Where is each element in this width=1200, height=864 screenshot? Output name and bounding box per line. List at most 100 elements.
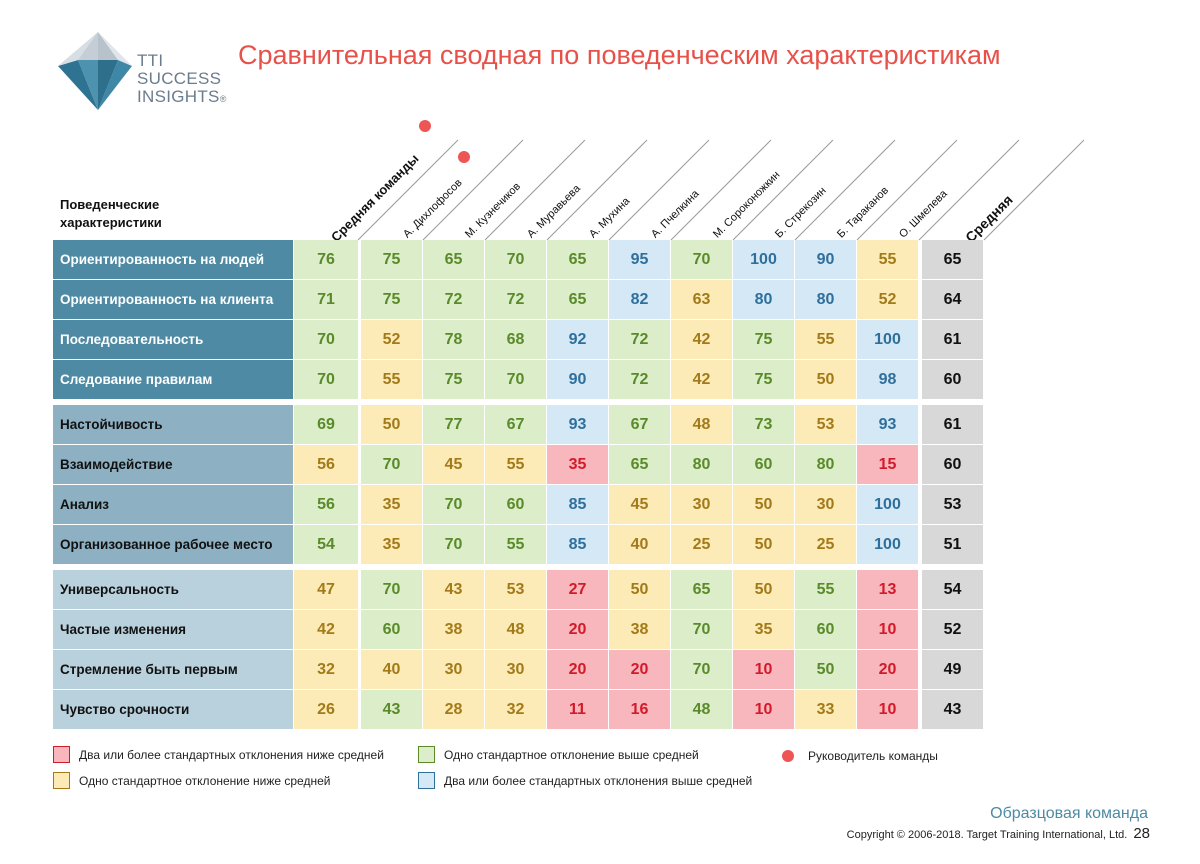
leader-dot-icon [419, 120, 431, 132]
table-cell: 100 [857, 320, 918, 359]
table-cell: 26 [294, 690, 358, 729]
table-cell: 47 [294, 570, 358, 609]
table-cell: 42 [671, 360, 732, 399]
table-cell: 76 [294, 240, 358, 279]
column-divider-line [983, 139, 1085, 241]
table-cell: 51 [922, 525, 983, 564]
table-cell: 100 [733, 240, 794, 279]
table-cell: 52 [857, 280, 918, 319]
table-cell: 38 [423, 610, 484, 649]
table-cell: 50 [733, 570, 794, 609]
row-label: Настойчивость [53, 405, 293, 444]
table-cell: 60 [485, 485, 546, 524]
table-cell: 54 [922, 570, 983, 609]
table-cell: 72 [609, 360, 670, 399]
table-cell: 50 [795, 650, 856, 689]
table-cell: 100 [857, 485, 918, 524]
column-divider-line [608, 139, 710, 241]
column-divider-line [484, 139, 586, 241]
table-cell: 50 [733, 525, 794, 564]
table-cell: 63 [671, 280, 732, 319]
table-cell: 100 [857, 525, 918, 564]
page-number: 28 [1133, 825, 1150, 842]
table-cell: 50 [733, 485, 794, 524]
table-cell: 50 [609, 570, 670, 609]
table-cell: 72 [485, 280, 546, 319]
table-cell: 52 [361, 320, 422, 359]
tti-logo [58, 32, 132, 110]
table-cell: 61 [922, 320, 983, 359]
table-cell: 70 [671, 610, 732, 649]
table-cell: 52 [922, 610, 983, 649]
row-header-label: Поведенческие характеристики [60, 197, 162, 230]
legend-blue: Два или более стандартных отклонения выш… [418, 772, 752, 789]
table-cell: 93 [857, 405, 918, 444]
table-cell: 35 [547, 445, 608, 484]
copyright: Copyright © 2006-2018. Target Training I… [846, 825, 1150, 842]
table-cell: 50 [795, 360, 856, 399]
table-cell: 70 [671, 650, 732, 689]
table-cell: 55 [857, 240, 918, 279]
table-cell: 80 [733, 280, 794, 319]
table-cell: 93 [547, 405, 608, 444]
table-cell: 75 [361, 240, 422, 279]
row-label: Анализ [53, 485, 293, 524]
table-cell: 67 [485, 405, 546, 444]
table-cell: 43 [423, 570, 484, 609]
legend-red-swatch [53, 746, 70, 763]
table-cell: 60 [922, 445, 983, 484]
leader-dot-icon [458, 151, 470, 163]
column-divider-line [670, 139, 772, 241]
table-cell: 70 [423, 485, 484, 524]
table-cell: 53 [922, 485, 983, 524]
table-cell: 40 [361, 650, 422, 689]
table-cell: 70 [361, 445, 422, 484]
table-cell: 28 [423, 690, 484, 729]
table-cell: 10 [857, 610, 918, 649]
row-label: Организованное рабочее место [53, 525, 293, 564]
column-divider-line [357, 139, 459, 241]
table-cell: 40 [609, 525, 670, 564]
table-cell: 69 [294, 405, 358, 444]
table-cell: 55 [795, 320, 856, 359]
table-cell: 45 [609, 485, 670, 524]
table-cell: 70 [485, 360, 546, 399]
legend-leader: Руководитель команды [782, 749, 938, 763]
row-label: Ориентированность на клиента [53, 280, 293, 319]
table-cell: 27 [547, 570, 608, 609]
table-cell: 55 [485, 525, 546, 564]
table-cell: 16 [609, 690, 670, 729]
row-label: Чувство срочности [53, 690, 293, 729]
row-label: Следование правилам [53, 360, 293, 399]
table-cell: 20 [609, 650, 670, 689]
table-cell: 32 [485, 690, 546, 729]
table-cell: 20 [547, 650, 608, 689]
table-cell: 13 [857, 570, 918, 609]
table-cell: 55 [361, 360, 422, 399]
table-cell: 15 [857, 445, 918, 484]
table-cell: 45 [423, 445, 484, 484]
table-cell: 10 [733, 690, 794, 729]
table-cell: 70 [294, 320, 358, 359]
legend-green: Одно стандартное отклонение выше средней [418, 746, 699, 763]
table-cell: 25 [795, 525, 856, 564]
table-cell: 70 [671, 240, 732, 279]
table-cell: 70 [423, 525, 484, 564]
table-cell: 80 [795, 280, 856, 319]
table-cell: 30 [423, 650, 484, 689]
table-cell: 25 [671, 525, 732, 564]
table-cell: 53 [795, 405, 856, 444]
column-divider-line [856, 139, 958, 241]
table-cell: 98 [857, 360, 918, 399]
table-cell: 68 [485, 320, 546, 359]
table-cell: 72 [423, 280, 484, 319]
column-divider-line [422, 139, 524, 241]
table-cell: 10 [733, 650, 794, 689]
table-cell: 10 [857, 690, 918, 729]
table-cell: 72 [609, 320, 670, 359]
table-cell: 48 [671, 405, 732, 444]
table-cell: 75 [423, 360, 484, 399]
table-cell: 71 [294, 280, 358, 319]
table-cell: 65 [922, 240, 983, 279]
table-cell: 55 [485, 445, 546, 484]
